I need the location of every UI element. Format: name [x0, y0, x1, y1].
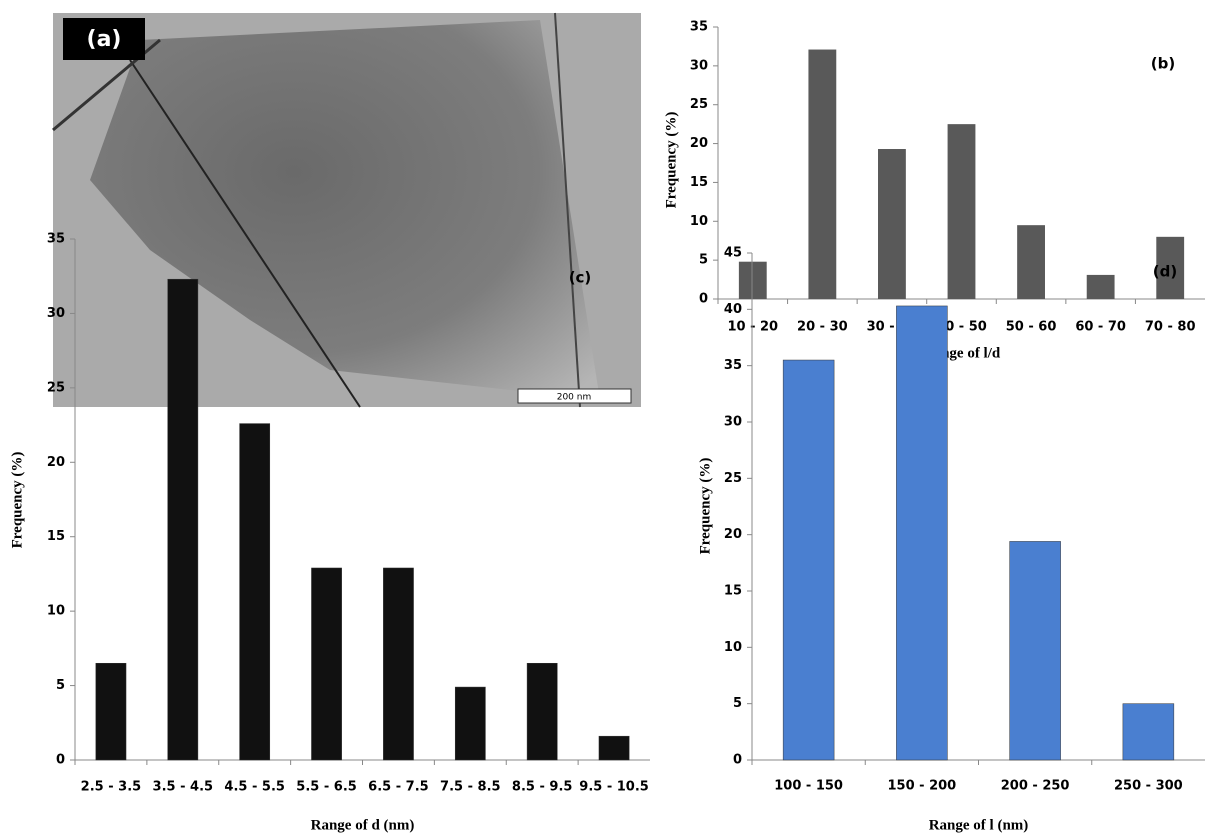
panel-label: (d) — [1153, 263, 1177, 281]
y-tick-label: 20 — [724, 527, 742, 542]
bar — [1010, 541, 1061, 760]
x-tick-label: 200 - 250 — [1001, 779, 1070, 794]
bar — [240, 424, 270, 760]
bar — [455, 687, 485, 760]
y-tick-label: 35 — [724, 358, 742, 373]
y-tick-label: 20 — [47, 455, 65, 470]
bar — [948, 124, 976, 299]
y-tick-label: 30 — [47, 306, 65, 321]
bar — [383, 568, 413, 760]
y-tick-label: 10 — [690, 214, 708, 229]
y-tick-label: 35 — [690, 20, 708, 35]
bar — [599, 736, 629, 760]
bar — [311, 568, 341, 760]
bar — [96, 663, 126, 760]
x-axis-label: Range of d (nm) — [311, 817, 415, 833]
x-tick-label: 2.5 - 3.5 — [81, 780, 142, 795]
y-tick-label: 0 — [733, 753, 742, 768]
x-tick-label: 100 - 150 — [774, 779, 843, 794]
bar — [878, 149, 906, 299]
figure: (a) 200 nm 0 5 10 15 20 25 30 35 10 - 20 20 - 30 3… — [0, 0, 1207, 834]
x-tick-label: 5.5 - 6.5 — [296, 780, 357, 795]
x-tick-label: 3.5 - 4.5 — [153, 780, 214, 795]
y-axis-label: Frequency (%) — [663, 112, 679, 209]
bar — [1017, 225, 1045, 299]
scale-bar-label: 200 nm — [557, 393, 592, 403]
x-tick-label: 60 - 70 — [1075, 320, 1126, 335]
x-tick-label: 7.5 - 8.5 — [440, 780, 501, 795]
y-tick-label: 30 — [690, 58, 708, 73]
bar — [896, 306, 947, 760]
y-tick-label: 25 — [724, 471, 742, 486]
y-tick-label: 15 — [724, 584, 742, 599]
x-tick-label: 9.5 - 10.5 — [579, 780, 649, 795]
y-axis-label: Frequency (%) — [9, 452, 25, 549]
bar — [783, 360, 834, 760]
bar — [1087, 275, 1115, 299]
x-tick-label: 6.5 - 7.5 — [368, 780, 429, 795]
y-tick-label: 45 — [724, 246, 742, 261]
y-tick-label: 25 — [690, 97, 708, 112]
x-tick-label: 20 - 30 — [797, 320, 848, 335]
x-tick-label: 150 - 200 — [888, 779, 957, 794]
panel-label: (a) — [87, 27, 122, 52]
bar — [168, 279, 198, 760]
bar — [739, 262, 767, 299]
y-tick-label: 30 — [724, 415, 742, 430]
x-tick-label: 70 - 80 — [1145, 320, 1196, 335]
y-tick-label: 20 — [690, 136, 708, 151]
y-tick-label: 25 — [47, 380, 65, 395]
bar — [808, 50, 836, 299]
panel-label: (b) — [1151, 55, 1175, 73]
x-axis-label: Range of l (nm) — [929, 817, 1029, 833]
y-tick-label: 15 — [690, 175, 708, 190]
y-tick-label: 40 — [724, 302, 742, 317]
y-tick-label: 0 — [699, 292, 708, 307]
tem-image: (a) 200 nm — [53, 13, 641, 407]
x-tick-label: 10 - 20 — [727, 320, 778, 335]
panel-label: (c) — [569, 269, 592, 287]
bar — [527, 663, 557, 760]
x-tick-label: 8.5 - 9.5 — [512, 780, 573, 795]
y-tick-label: 10 — [724, 640, 742, 655]
bar — [1123, 704, 1174, 760]
x-tick-label: 4.5 - 5.5 — [224, 780, 285, 795]
y-tick-label: 5 — [733, 696, 742, 711]
y-tick-label: 5 — [56, 678, 65, 693]
y-axis-label: Frequency (%) — [697, 458, 713, 555]
x-tick-label: 250 - 300 — [1114, 779, 1183, 794]
y-tick-label: 15 — [47, 529, 65, 544]
y-tick-label: 35 — [47, 232, 65, 247]
x-tick-label: 50 - 60 — [1006, 320, 1057, 335]
y-tick-label: 5 — [699, 253, 708, 268]
y-tick-label: 0 — [56, 753, 65, 768]
y-tick-label: 10 — [47, 604, 65, 619]
